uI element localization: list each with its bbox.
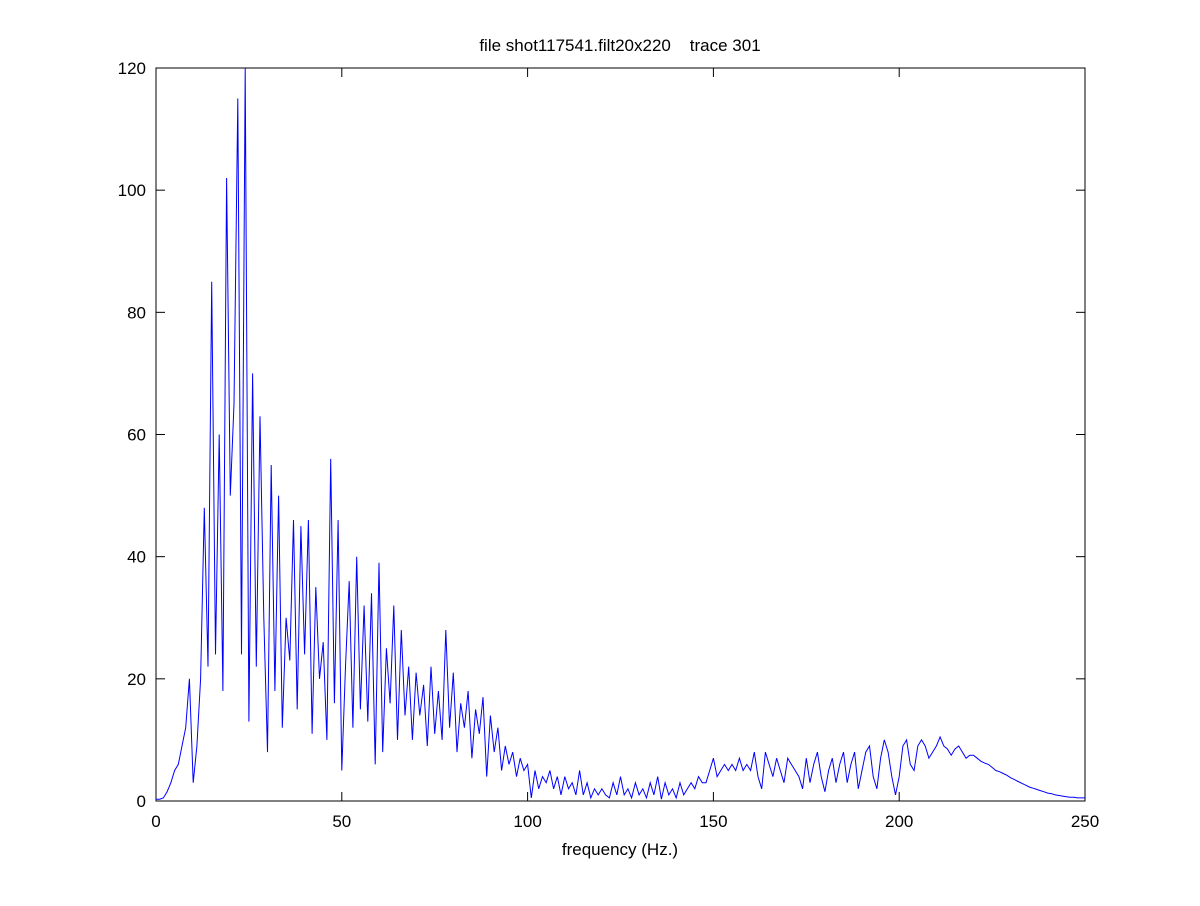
x-tick-label: 250 — [1071, 812, 1099, 831]
x-axis-label: frequency (Hz.) — [562, 840, 678, 859]
chart-title: file shot117541.filt20x220 trace 301 — [479, 36, 760, 55]
y-tick-label: 60 — [127, 426, 146, 445]
y-tick-label: 0 — [137, 792, 146, 811]
y-tick-label: 20 — [127, 670, 146, 689]
y-tick-label: 40 — [127, 548, 146, 567]
plot-area — [155, 67, 1086, 802]
y-tick-label: 100 — [118, 181, 146, 200]
x-tick-label: 200 — [885, 812, 913, 831]
x-tick-label: 100 — [513, 812, 541, 831]
series-line — [156, 67, 1085, 800]
x-tick-label: 0 — [151, 812, 160, 831]
x-tick-label: 50 — [332, 812, 351, 831]
y-tick-label: 120 — [118, 59, 146, 78]
x-tick-label: 150 — [699, 812, 727, 831]
axis-ticks: 0 50 100 150 200 250 0 20 40 60 80 100 120 — [118, 59, 1100, 831]
y-tick-label: 80 — [127, 303, 146, 322]
